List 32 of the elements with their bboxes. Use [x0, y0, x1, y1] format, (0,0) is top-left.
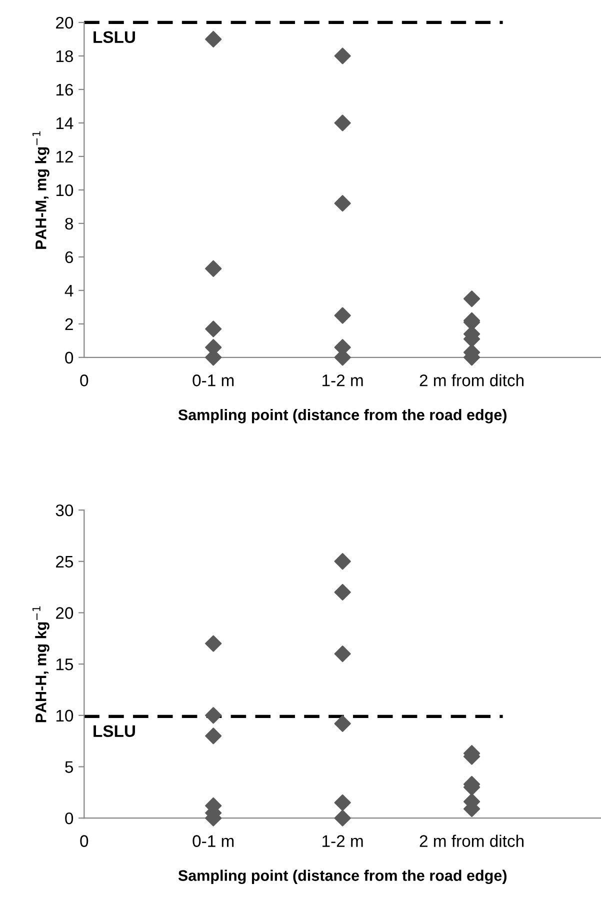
x-tick-label: 1-2 m	[322, 374, 363, 386]
x-tick-label: 0	[80, 835, 88, 847]
y-tick-label: 15	[56, 658, 74, 670]
y-tick-label: 25	[56, 556, 74, 568]
x-axis-title: Sampling point (distance from the road edge)	[178, 409, 506, 424]
y-tick-label: 14	[56, 118, 74, 129]
y-tick-label: 10	[56, 184, 74, 196]
y-tick-label: 16	[56, 84, 73, 96]
x-tick-label: 1-2 m	[322, 835, 363, 847]
x-axis-title: Sampling point (distance from the road edge)	[178, 870, 506, 884]
y-axis-title: PAH-H, mg kg$^{−1}$	[32, 606, 50, 722]
x-tick-label: 0	[80, 374, 88, 386]
y-tick-label: 0	[65, 812, 74, 824]
y-tick-label: 6	[65, 251, 73, 264]
y-tick-label: 10	[56, 710, 74, 722]
y-tick-label: 5	[65, 761, 74, 773]
y-tick-label: 4	[64, 284, 74, 296]
y-tick-label: 20	[56, 607, 74, 619]
x-tick-label: 0-1 m	[192, 374, 234, 386]
y-tick-label: 2	[65, 318, 73, 330]
y-tick-label: 18	[56, 50, 73, 62]
ref-line-label: LSLU	[94, 31, 135, 44]
x-tick-label: 2 m from ditch	[420, 374, 524, 386]
y-tick-label: 12	[56, 150, 73, 162]
y-tick-label: 20	[56, 16, 74, 29]
y-tick-label: 30	[56, 504, 74, 516]
y-tick-label: 0	[65, 352, 74, 364]
x-tick-label: 0-1 m	[192, 835, 234, 847]
y-axis-title: PAH-M, mg kg$^{−1}$	[32, 131, 50, 249]
ref-line-label: LSLU	[94, 725, 135, 738]
x-tick-label: 2 m from ditch	[420, 834, 524, 847]
y-tick-label: 8	[65, 218, 73, 230]
